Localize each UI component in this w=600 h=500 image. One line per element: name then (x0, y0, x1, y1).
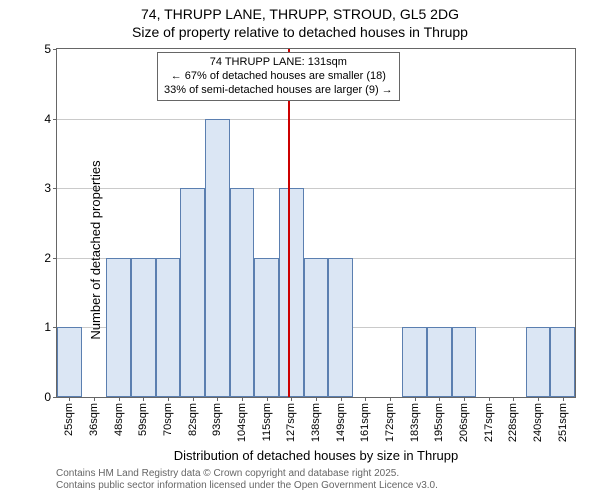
histogram-bar (254, 258, 279, 397)
histogram-bar (106, 258, 131, 397)
xtick-mark (242, 397, 243, 401)
histogram-bar (550, 327, 575, 397)
ytick-mark (53, 397, 57, 398)
xtick-label: 59sqm (137, 403, 149, 436)
xtick-label: 195sqm (433, 403, 445, 442)
histogram-bar (328, 258, 353, 397)
xtick-mark (415, 397, 416, 401)
chart-container: 74, THRUPP LANE, THRUPP, STROUD, GL5 2DG… (0, 0, 600, 500)
annotation-line2: ← 67% of detached houses are smaller (18… (164, 70, 393, 84)
histogram-bar (304, 258, 329, 397)
xtick-label: 25sqm (63, 403, 75, 436)
xtick-label: 161sqm (359, 403, 371, 442)
ytick-mark (53, 188, 57, 189)
histogram-bar (180, 188, 205, 397)
xtick-label: 138sqm (310, 403, 322, 442)
annotation-line3: 33% of semi-detached houses are larger (… (164, 84, 393, 98)
plot-area: 01234525sqm36sqm48sqm59sqm70sqm82sqm93sq… (56, 48, 576, 398)
xtick-mark (439, 397, 440, 401)
xtick-label: 70sqm (162, 403, 174, 436)
ytick-label: 3 (44, 181, 51, 195)
chart-footer: Contains HM Land Registry data © Crown c… (56, 468, 576, 492)
ytick-label: 0 (44, 390, 51, 404)
x-axis-label: Distribution of detached houses by size … (56, 448, 576, 463)
xtick-mark (267, 397, 268, 401)
histogram-bar (205, 119, 230, 397)
xtick-label: 127sqm (285, 403, 297, 442)
xtick-mark (390, 397, 391, 401)
xtick-label: 240sqm (532, 403, 544, 442)
annotation-line1: 74 THRUPP LANE: 131sqm (164, 56, 393, 70)
xtick-mark (365, 397, 366, 401)
ytick-mark (53, 258, 57, 259)
footer-line1: Contains HM Land Registry data © Crown c… (56, 468, 576, 480)
ytick-label: 4 (44, 112, 51, 126)
xtick-label: 149sqm (335, 403, 347, 442)
xtick-mark (563, 397, 564, 401)
annotation-box: 74 THRUPP LANE: 131sqm← 67% of detached … (157, 52, 400, 101)
ytick-mark (53, 119, 57, 120)
xtick-mark (69, 397, 70, 401)
ytick-label: 5 (44, 42, 51, 56)
histogram-bar (230, 188, 255, 397)
xtick-mark (464, 397, 465, 401)
histogram-bar (57, 327, 82, 397)
xtick-mark (538, 397, 539, 401)
ytick-label: 1 (44, 320, 51, 334)
xtick-label: 93sqm (211, 403, 223, 436)
xtick-mark (143, 397, 144, 401)
xtick-mark (168, 397, 169, 401)
xtick-mark (94, 397, 95, 401)
xtick-label: 251sqm (557, 403, 569, 442)
xtick-label: 228sqm (507, 403, 519, 442)
xtick-label: 206sqm (458, 403, 470, 442)
footer-line2: Contains public sector information licen… (56, 480, 576, 492)
xtick-label: 115sqm (261, 403, 273, 441)
xtick-mark (513, 397, 514, 401)
histogram-bar (526, 327, 551, 397)
ytick-mark (53, 49, 57, 50)
xtick-mark (341, 397, 342, 401)
xtick-mark (217, 397, 218, 401)
xtick-label: 36sqm (88, 403, 100, 436)
ytick-label: 2 (44, 251, 51, 265)
xtick-mark (193, 397, 194, 401)
xtick-label: 172sqm (384, 403, 396, 442)
xtick-mark (291, 397, 292, 401)
histogram-bar (279, 188, 304, 397)
chart-title-line2: Size of property relative to detached ho… (0, 24, 600, 40)
histogram-bar (427, 327, 452, 397)
xtick-label: 104sqm (236, 403, 248, 442)
xtick-label: 183sqm (409, 403, 421, 442)
gridline (57, 119, 575, 120)
xtick-label: 217sqm (483, 403, 495, 442)
xtick-label: 82sqm (187, 403, 199, 436)
histogram-bar (131, 258, 156, 397)
histogram-bar (452, 327, 477, 397)
histogram-bar (402, 327, 427, 397)
xtick-mark (489, 397, 490, 401)
xtick-mark (119, 397, 120, 401)
xtick-mark (316, 397, 317, 401)
xtick-label: 48sqm (113, 403, 125, 436)
histogram-bar (156, 258, 181, 397)
gridline (57, 188, 575, 189)
chart-title-line1: 74, THRUPP LANE, THRUPP, STROUD, GL5 2DG (0, 6, 600, 22)
